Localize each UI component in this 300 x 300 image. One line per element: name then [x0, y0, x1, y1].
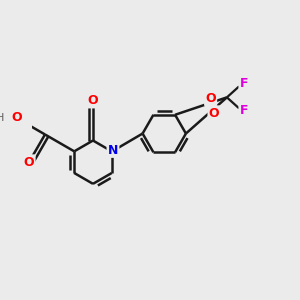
Text: O: O [24, 156, 34, 169]
Text: F: F [240, 104, 248, 117]
Text: O: O [88, 94, 98, 107]
Text: O: O [12, 111, 22, 124]
Text: N: N [108, 144, 118, 157]
Text: H: H [0, 112, 4, 123]
Text: F: F [240, 77, 248, 91]
Text: O: O [205, 92, 216, 105]
Text: O: O [209, 106, 219, 120]
